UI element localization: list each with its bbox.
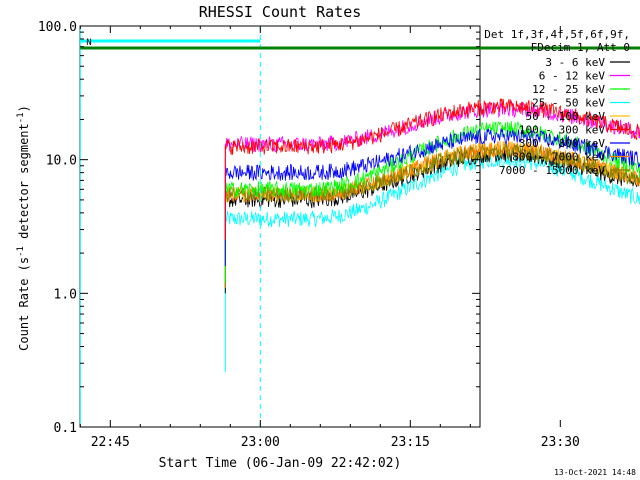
- legend-label-7000-15000-kev: 7000 - 15000 keV: [499, 164, 605, 177]
- legend-label-800-7000-kev: 800 - 7000 keV: [512, 151, 605, 164]
- trace-7000-15000-kev: [224, 143, 640, 203]
- legend-label-100-300-kev: 100 - 300 keV: [519, 124, 605, 137]
- legend-label-50-100-kev: 50 - 100 keV: [526, 110, 606, 123]
- legend-header-line: FDecim 1, Att 0: [531, 41, 630, 54]
- trace-50-100-kev: [224, 140, 640, 204]
- footer-timestamp: 13-Oct-2021 14:48: [554, 468, 636, 477]
- trace-800-7000-kev: [224, 140, 640, 204]
- x-tick-label: 23:30: [541, 435, 580, 450]
- y-tick-label: 1.0: [54, 287, 77, 302]
- y-tick-label: 100.0: [38, 20, 77, 35]
- data-traces: [224, 98, 640, 373]
- legend: Det 1f,3f,4f,5f,6f,9f,FDecim 1, Att 0 3 -…: [484, 28, 630, 177]
- attenuator-bars: NRD0RD4: [80, 38, 640, 50]
- x-tick-label: 23:15: [391, 435, 430, 450]
- x-tick-label: 23:00: [241, 435, 280, 450]
- y-axis: 0.1 1.0 10.0 100.0: [38, 20, 480, 436]
- vertical-markers: [79, 26, 261, 427]
- x-tick-label: 22:45: [91, 435, 130, 450]
- trace-6-12-kev: [224, 100, 640, 153]
- y-axis-label: Count Rate (s-1 detector segment-1): [16, 105, 31, 351]
- legend-label-300-800-kev: 300 - 800 keV: [519, 137, 605, 150]
- trace-25-50-kev: [224, 152, 640, 228]
- legend-label-6-12-kev: 6 - 12 keV: [539, 70, 606, 83]
- legend-label-3-6-kev: 3 - 6 keV: [545, 56, 605, 69]
- trace-100-300-kev: [224, 98, 640, 155]
- state-label-n: N: [86, 38, 91, 48]
- y-tick-label: 10.0: [46, 154, 77, 169]
- chart-title: RHESSI Count Rates: [199, 3, 362, 21]
- x-axis-label: Start Time (06-Jan-09 22:42:02): [159, 456, 402, 471]
- legend-label-25-50-kev: 25 - 50 keV: [532, 97, 605, 110]
- y-tick-label: 0.1: [54, 421, 77, 436]
- legend-header-line: Det 1f,3f,4f,5f,6f,9f,: [484, 28, 630, 41]
- trace-300-800-kev: [224, 128, 640, 181]
- legend-label-12-25-kev: 12 - 25 keV: [532, 83, 605, 96]
